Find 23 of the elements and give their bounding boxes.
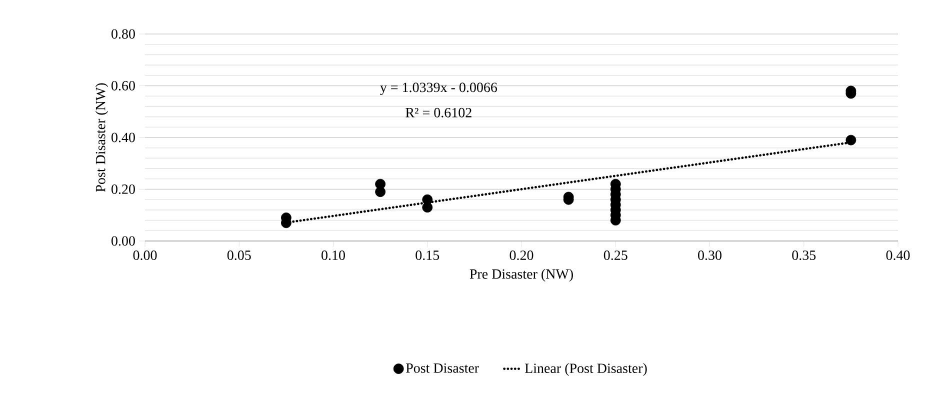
x-tick-label: 0.40 — [886, 250, 910, 260]
point — [375, 178, 386, 190]
x-tick-label: 0.20 — [510, 250, 534, 260]
annotation: y = 1.0339x - 0.0066 — [380, 82, 498, 96]
x-tick-label: 0.15 — [416, 250, 440, 260]
legend-label: Linear (Post Disaster) — [524, 363, 647, 376]
y-tick-label: 0.00 — [112, 236, 135, 246]
x-tick-label: 0.35 — [792, 250, 816, 260]
point — [422, 194, 433, 205]
x-axis-title: Pre Disaster (NW) — [470, 268, 573, 282]
x-tick-label: 0.10 — [322, 250, 345, 260]
y-tick-label: 0.20 — [112, 184, 135, 194]
y-tick-label: 0.40 — [112, 132, 135, 142]
legend-label: Post Disaster — [406, 363, 479, 373]
x-tick-label: 0.30 — [698, 250, 722, 260]
annotation: R² = 0.6102 — [406, 108, 472, 118]
x-tick-label: 0.25 — [604, 250, 628, 260]
y-tick-label: 0.80 — [112, 29, 135, 39]
x-tick-label: 0.00 — [133, 250, 157, 260]
y-axis-title: Post Disaster (NW) — [95, 83, 108, 192]
x-tick-label: 0.05 — [227, 250, 251, 260]
y-tick-label: 0.60 — [112, 80, 135, 91]
point — [846, 134, 856, 146]
